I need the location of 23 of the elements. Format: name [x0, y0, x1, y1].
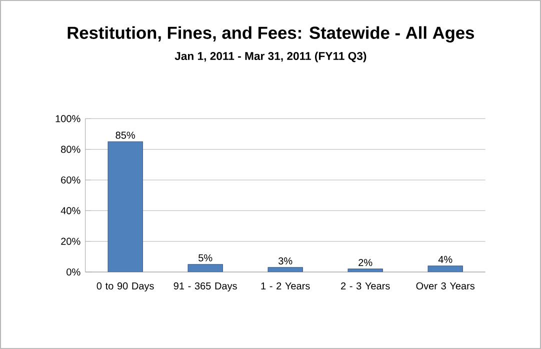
- y-tick-label: 0%: [66, 268, 80, 276]
- bar: [108, 141, 143, 272]
- chart-subtitle: Jan 1, 2011 - Mar 31, 2011 (FY11 Q3): [174, 52, 366, 62]
- x-tick-label: 91 - 365 Days: [174, 282, 237, 292]
- x-tick-label: 2 - 3 Years: [341, 282, 390, 290]
- y-tick-label: 100%: [56, 115, 80, 122]
- bar: [428, 266, 463, 272]
- data-label: 5%: [198, 254, 212, 262]
- y-tick-label: 20%: [61, 238, 80, 245]
- data-label: 85%: [116, 132, 135, 139]
- bar: [268, 267, 303, 272]
- data-label: 2%: [358, 258, 372, 266]
- y-tick-label: 60%: [61, 176, 80, 184]
- chart-title: Restitution, Fines, and Fees: Statewide - All Ages: [68, 26, 474, 42]
- y-tick-label: 80%: [61, 146, 80, 153]
- bar: [348, 268, 383, 272]
- data-label: 3%: [278, 257, 292, 264]
- data-label: 4%: [438, 256, 452, 263]
- x-tick-label: Over 3 Years: [416, 282, 475, 290]
- x-tick-label: 0 to 90 Days: [96, 282, 154, 292]
- bar: [188, 264, 223, 272]
- x-tick-label: 1 - 2 Years: [261, 282, 310, 290]
- y-tick-label: 40%: [60, 207, 80, 214]
